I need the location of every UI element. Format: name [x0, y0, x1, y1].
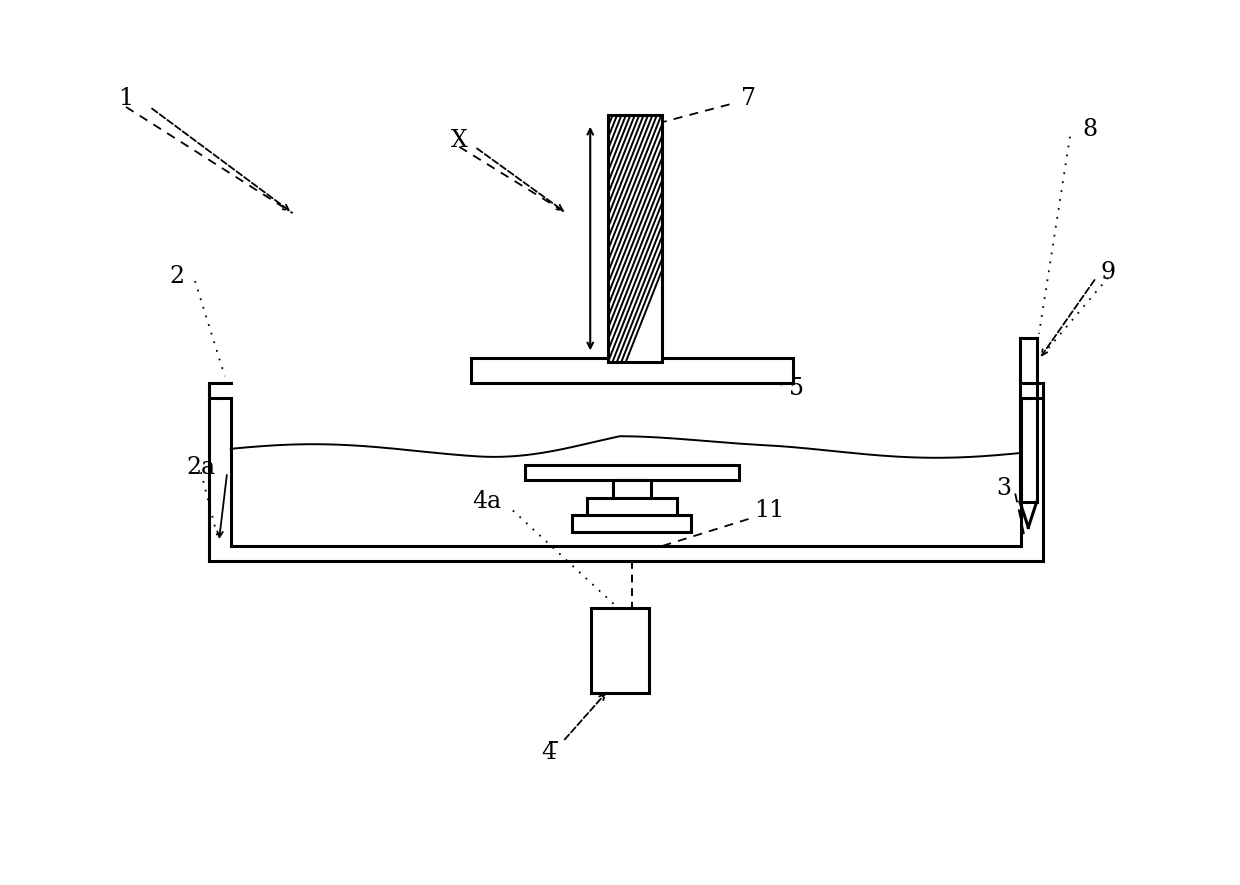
Text: 7: 7 — [742, 87, 756, 110]
Bar — [573, 515, 692, 532]
Text: X: X — [451, 129, 467, 152]
Text: 2: 2 — [170, 266, 185, 289]
Text: 4: 4 — [541, 741, 556, 764]
Bar — [608, 115, 662, 362]
Text: 9: 9 — [1101, 261, 1116, 284]
Text: 4a: 4a — [472, 490, 501, 513]
Text: 2a: 2a — [186, 457, 216, 480]
Bar — [525, 465, 739, 480]
Bar — [471, 358, 792, 383]
Bar — [587, 497, 677, 515]
Bar — [613, 480, 651, 497]
Text: 3: 3 — [996, 477, 1011, 500]
Bar — [591, 608, 649, 693]
Text: 5: 5 — [789, 378, 804, 401]
Text: 11: 11 — [754, 499, 784, 522]
Text: 8: 8 — [1083, 119, 1097, 142]
Text: 1: 1 — [119, 87, 134, 110]
